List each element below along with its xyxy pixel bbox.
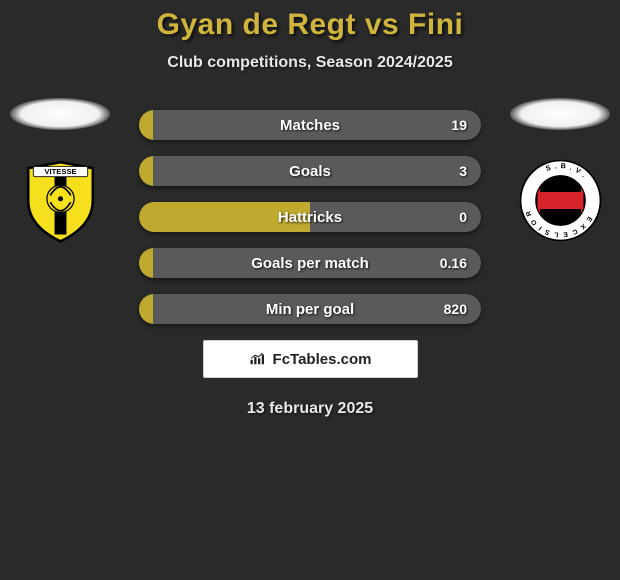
- bar-right-value: 0: [459, 202, 467, 232]
- excelsior-crest-icon: S . B . V . E X C E L S I O R: [518, 158, 603, 243]
- right-team-badge: S . B . V . E X C E L S I O R: [510, 98, 610, 183]
- left-ellipse: [10, 98, 110, 130]
- left-crest-wrap: VITESSE: [10, 158, 110, 243]
- bar-label: Goals: [139, 156, 481, 186]
- left-crest-label: VITESSE: [44, 167, 76, 176]
- bar-label: Hattricks: [139, 202, 481, 232]
- page-subtitle: Club competitions, Season 2024/2025: [0, 54, 620, 72]
- bar-right-value: 3: [459, 156, 467, 186]
- stat-bars: Matches19 Goals3 Hattricks0 Goals per match…: [139, 110, 481, 324]
- stat-bar: Hattricks0: [139, 202, 481, 232]
- attribution-box: FcTables.com: [203, 340, 418, 378]
- attribution-text: FcTables.com: [273, 351, 372, 368]
- stat-bar: Goals per match0.16: [139, 248, 481, 278]
- bar-right-value: 19: [451, 110, 467, 140]
- page-title: Gyan de Regt vs Fini: [0, 8, 620, 42]
- bar-label: Matches: [139, 110, 481, 140]
- footer-date: 13 february 2025: [0, 400, 620, 418]
- stat-bar: Goals3: [139, 156, 481, 186]
- comparison-infographic: Gyan de Regt vs Fini Club competitions, …: [0, 0, 620, 580]
- bar-label: Goals per match: [139, 248, 481, 278]
- right-crest-wrap: S . B . V . E X C E L S I O R: [510, 158, 610, 243]
- stat-bar: Min per goal820: [139, 294, 481, 324]
- bar-chart-icon: [249, 352, 267, 366]
- chart-area: VITESSE S . B . V .: [0, 110, 620, 418]
- stat-bar: Matches19: [139, 110, 481, 140]
- vitesse-crest-icon: VITESSE: [18, 158, 103, 243]
- bar-right-value: 0.16: [440, 248, 467, 278]
- left-team-badge: VITESSE: [10, 98, 110, 183]
- bar-right-value: 820: [444, 294, 467, 324]
- right-ellipse: [510, 98, 610, 130]
- bar-label: Min per goal: [139, 294, 481, 324]
